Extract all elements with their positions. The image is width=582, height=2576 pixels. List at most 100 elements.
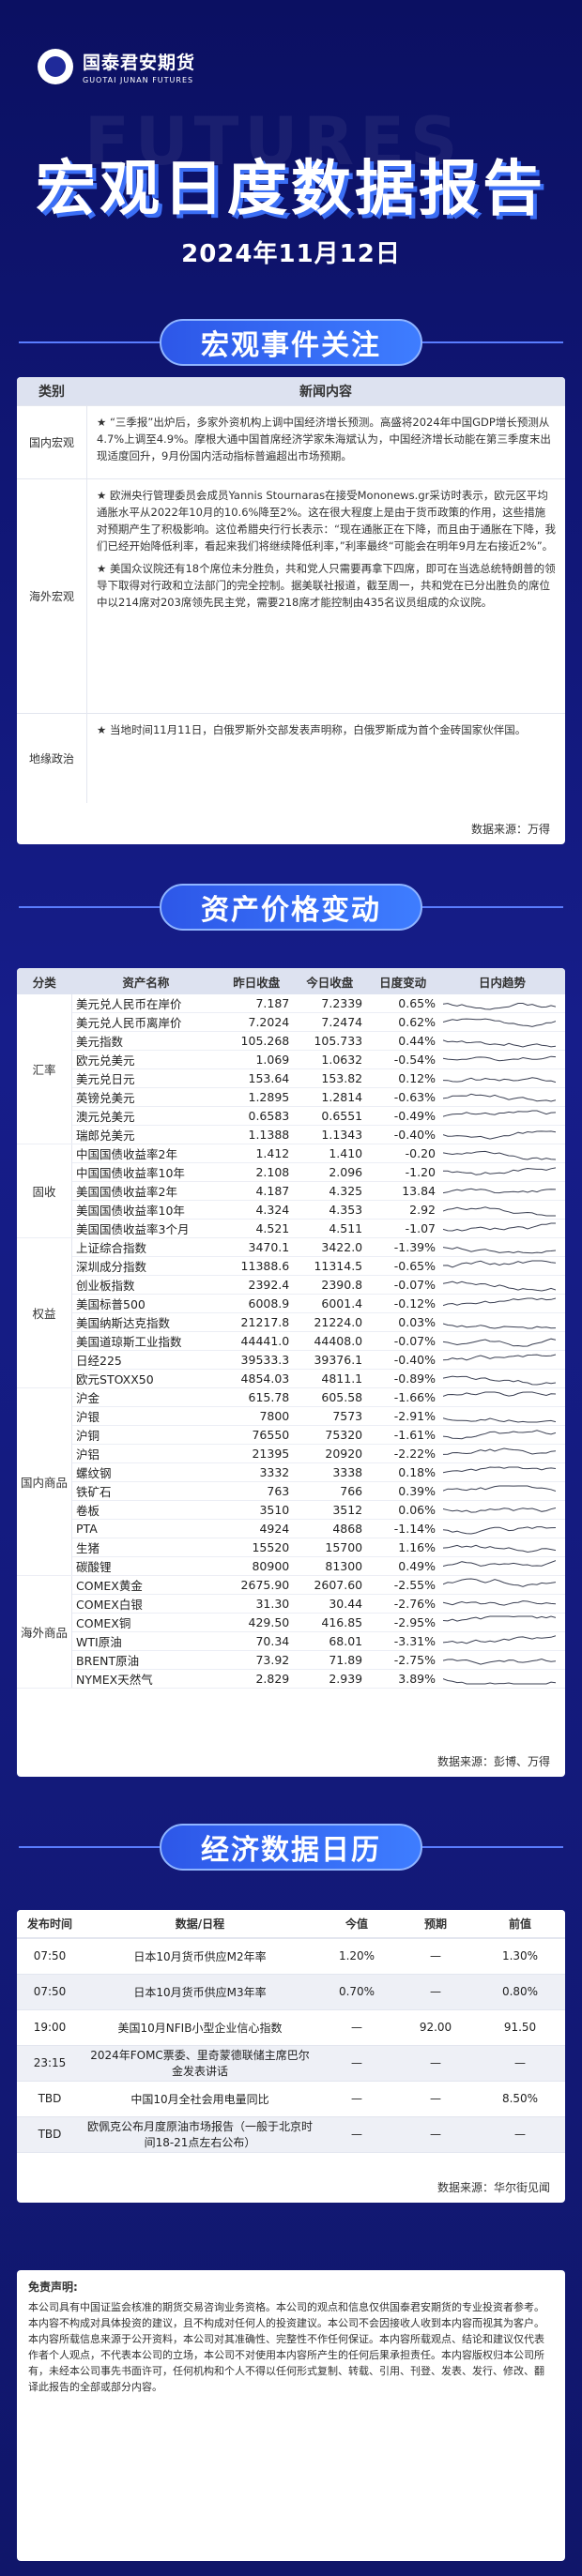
asset-daily-change: 0.44% (366, 1031, 439, 1051)
asset-name: 中国国债收益率2年 (71, 1144, 221, 1163)
asset-prev-close: 615.78 (220, 1387, 294, 1407)
asset-close: 75320 (293, 1425, 367, 1445)
asset-daily-change: -2.55% (366, 1575, 439, 1595)
brand-logo: 国泰君安期货 GUOTAI JUNAN FUTURES (38, 49, 195, 84)
asset-close: 1.2814 (293, 1087, 367, 1107)
asset-close: 6001.4 (293, 1294, 367, 1313)
asset-prev-close: 3470.1 (220, 1237, 294, 1257)
event-news-item: ★ 美国众议院还有18个席位未分胜负，共和党人只需要再拿下四席，即可在当选总统特… (97, 562, 556, 609)
asset-trend-cell (439, 1200, 565, 1220)
asset-close: 81300 (293, 1556, 367, 1576)
calendar-table-header: 发布时间 数据/日程 今值 预期 前值 (17, 1910, 565, 1939)
asset-close: 3338 (293, 1462, 367, 1482)
economic-calendar-table: 发布时间 数据/日程 今值 预期 前值 07:50 日本10月货币供应M2年率 1.20% —… (17, 1910, 565, 2153)
asset-trend-cell (439, 1538, 565, 1557)
calendar-previous: 8.50% (475, 2081, 565, 2117)
asset-name: 创业板指数 (71, 1275, 221, 1295)
asset-prev-close: 44441.0 (220, 1331, 294, 1351)
asset-trend-cell (439, 1631, 565, 1651)
intraday-trend-sparkline (443, 1205, 556, 1216)
asset-daily-change: -0.40% (366, 1350, 439, 1370)
asset-name: 深圳成分指数 (71, 1256, 221, 1276)
asset-prev-close: 3510 (220, 1500, 294, 1520)
asset-trend-cell (439, 1162, 565, 1182)
intraday-trend-sparkline (443, 1615, 556, 1622)
asset-close: 68.01 (293, 1631, 367, 1651)
asset-prev-close: 763 (220, 1481, 294, 1501)
event-category: 地缘政治 (28, 752, 74, 765)
asset-trend-cell (439, 1181, 565, 1201)
asset-name: 日经225 (71, 1350, 221, 1370)
asset-daily-change: 0.12% (366, 1068, 439, 1088)
asset-trend-cell (439, 1237, 565, 1257)
calendar-previous: 91.50 (475, 2009, 565, 2046)
asset-name: PTA (71, 1519, 221, 1538)
asset-row: WTI原油 70.34 68.01 -3.31% (17, 1631, 565, 1651)
events-section-heading: 宏观事件关注 (0, 319, 582, 375)
asset-name: 澳元兑美元 (71, 1106, 221, 1126)
events-source: 数据来源：万得 (470, 823, 550, 836)
asset-trend-cell (439, 1444, 565, 1463)
asset-row: 英镑兑美元 1.2895 1.2814 -0.63% (17, 1087, 565, 1107)
calendar-forecast: — (396, 1974, 475, 2010)
asset-close: 1.0632 (293, 1050, 367, 1069)
asset-row: 铁矿石 763 766 0.39% (17, 1481, 565, 1501)
calendar-time: TBD (17, 2116, 83, 2153)
asset-close: 71.89 (293, 1650, 367, 1670)
calendar-actual: 1.20% (317, 1938, 396, 1975)
intraday-trend-sparkline (443, 1038, 556, 1048)
asset-prev-close: 4.521 (220, 1219, 294, 1238)
asset-daily-change: -0.49% (366, 1106, 439, 1126)
calendar-item: 日本10月货币供应M3年率 (83, 1974, 317, 2010)
event-row: 国内宏观 ★ “三季报”出炉后，多家外资机构上调中国经济增长预测。高盛将2024年… (17, 405, 565, 478)
asset-name: 沪铝 (71, 1444, 221, 1463)
intraday-trend-sparkline (443, 1375, 556, 1386)
intraday-trend-sparkline (443, 1417, 556, 1423)
asset-name: 美国国债收益率3个月 (71, 1219, 221, 1238)
report-title: 宏观日度数据报告 (36, 155, 546, 224)
asset-name: 上证综合指数 (71, 1237, 221, 1257)
asset-trend-cell (439, 1462, 565, 1482)
asset-close: 4.353 (293, 1200, 367, 1220)
asset-trend-cell (439, 1256, 565, 1276)
asset-name: 沪金 (71, 1387, 221, 1407)
asset-daily-change: 13.84 (366, 1181, 439, 1201)
events-heading-label: 宏观事件关注 (160, 319, 422, 366)
calendar-item: 欧佩克公布月度原油市场报告（一般于北京时间18-21点左右公布） (83, 2116, 317, 2153)
asset-trend-cell (439, 1519, 565, 1538)
asset-row: NYMEX天然气 2.829 2.939 3.89% (17, 1669, 565, 1689)
asset-row: 美国国债收益率2年 4.187 4.325 13.84 (17, 1181, 565, 1201)
calendar-col-header: 发布时间 (17, 1910, 83, 1939)
asset-trend-cell (439, 1575, 565, 1595)
asset-row: 美国国债收益率3个月 4.521 4.511 -1.07 (17, 1219, 565, 1238)
asset-name: 沪铜 (71, 1425, 221, 1445)
asset-close: 7.2339 (293, 994, 367, 1013)
asset-prev-close: 2392.4 (220, 1275, 294, 1295)
asset-close: 105.733 (293, 1031, 367, 1051)
asset-prev-close: 4.324 (220, 1200, 294, 1220)
asset-row: 瑞郎兑美元 1.1388 1.1343 -0.40% (17, 1125, 565, 1144)
asset-close: 2390.8 (293, 1275, 367, 1295)
asset-name: 瑞郎兑美元 (71, 1125, 221, 1144)
intraday-trend-sparkline (443, 1093, 556, 1102)
report-header: 国泰君安期货 GUOTAI JUNAN FUTURES FUTURES 宏观日度… (0, 0, 582, 328)
asset-row: 卷板 3510 3512 0.06% (17, 1500, 565, 1520)
asset-row: 国内商品 沪金 615.78 605.58 -1.66% (17, 1387, 565, 1576)
asset-name: 美国道琼斯工业指数 (71, 1331, 221, 1351)
report-date: 2024年11月12日 (181, 240, 401, 268)
calendar-col-header: 前值 (475, 1910, 565, 1939)
asset-trend-cell (439, 1106, 565, 1126)
events-table-header: 类别 新闻内容 (17, 377, 565, 405)
intraday-trend-sparkline (443, 1678, 556, 1685)
asset-daily-change: -2.76% (366, 1594, 439, 1614)
asset-trend-cell (439, 1087, 565, 1107)
asset-col-header: 昨日收盘 (220, 968, 294, 994)
asset-close: 2.939 (293, 1669, 367, 1689)
asset-trend-cell (439, 1350, 565, 1370)
asset-name: 卷板 (71, 1500, 221, 1520)
event-category: 国内宏观 (28, 436, 74, 449)
asset-row: 沪银 7800 7573 -2.91% (17, 1406, 565, 1426)
asset-close: 153.82 (293, 1068, 367, 1088)
asset-daily-change: 0.49% (366, 1556, 439, 1576)
asset-row: PTA 4924 4868 -1.14% (17, 1519, 565, 1538)
